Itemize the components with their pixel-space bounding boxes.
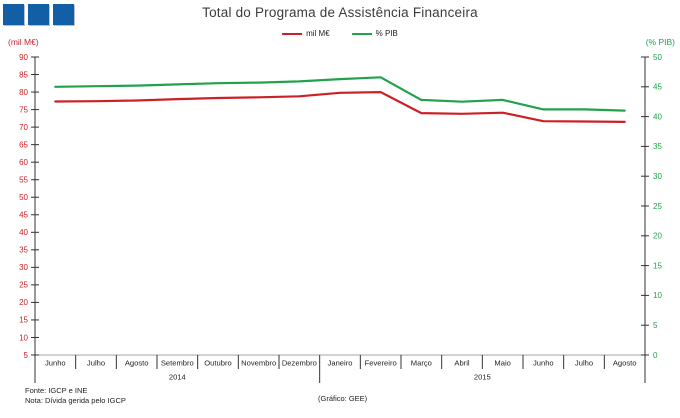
left-axis-tick-label: 40 [19,228,28,237]
left-axis-tick-label: 5 [24,351,29,360]
x-axis-month-label: Junho [533,359,554,368]
legend-label: % PIB [375,29,398,38]
x-axis-month-label: Janeiro [328,359,353,368]
x-axis-month-label: Novembro [241,359,276,368]
left-axis-tick-label: 20 [19,298,28,307]
left-axis-tick-label: 60 [19,158,28,167]
left-axis-tick-label: 70 [19,123,28,132]
left-axis-tick-label: 45 [19,211,28,220]
note-text: Nota: Dívida gerida pelo IGCP [25,396,126,405]
left-axis-tick-label: 55 [19,176,28,185]
right-axis-tick-label: 25 [653,202,662,211]
left-axis-tick-label: 85 [19,70,28,79]
x-axis-month-label: Março [411,359,432,368]
red-line-swatch-icon [282,32,303,35]
x-axis-month-label: Julho [575,359,593,368]
data-line-pib [54,76,626,112]
x-axis-month-label: Abril [454,359,470,368]
right-axis-tick-label: 0 [653,351,658,360]
left-axis-tick-label: 15 [19,316,28,325]
x-axis-month-label: Junho [45,359,66,368]
left-axis-tick-label: 25 [19,281,28,290]
x-axis-month-label: Agosto [613,359,637,368]
x-axis-year-label: 2014 [169,373,186,382]
logo-square-icon [28,4,49,25]
source-note: Fonte: IGCP e INE [25,386,88,395]
left-axis-tick-label: 30 [19,263,28,272]
chart-credit-note: (Gráfico: GEE) [318,394,368,403]
data-line-mil-me [54,90,626,124]
left-axis-tick-label: 50 [19,193,28,202]
legend-item-pib: % PIB [351,29,398,38]
x-axis-month-label: Setembro [161,359,194,368]
right-axis-unit-label: (% PIB) [645,37,675,47]
right-axis-tick-label: 10 [653,291,662,300]
right-axis-tick-label: 30 [653,172,662,181]
green-line-swatch-icon [351,32,372,35]
right-axis-tick-label: 5 [653,321,658,330]
left-axis-unit-label: (mil M€) [8,37,39,47]
left-axis-tick-label: 10 [19,333,28,342]
right-axis-tick-label: 20 [653,232,662,241]
left-axis-tick-label: 35 [19,246,28,255]
x-axis-year-label: 2015 [474,373,491,382]
legend-label: mil M€ [306,29,330,38]
x-axis-month-label: Julho [87,359,105,368]
left-axis-tick-label: 80 [19,88,28,97]
x-axis-month-label: Fevereiro [365,359,397,368]
right-axis-tick-label: 15 [653,261,662,270]
left-axis-tick-label: 75 [19,105,28,114]
logo-square-icon [3,4,24,25]
chart-title: Total do Programa de Assistência Finance… [202,5,478,20]
right-axis-tick-label: 45 [653,83,662,92]
legend-item-mil-me: mil M€ [282,29,330,38]
left-axis-tick-label: 90 [19,53,28,62]
right-axis-tick-label: 50 [653,53,662,62]
three-blue-squares-logo [3,4,74,25]
logo-square-icon [53,4,74,25]
x-axis-month-label: Maio [494,359,510,368]
chart-legend: mil M€ % PIB [282,29,398,38]
x-axis-month-label: Agosto [125,359,149,368]
right-axis-tick-label: 35 [653,142,662,151]
x-axis-month-label: Dezembro [282,359,317,368]
left-axis-tick-label: 65 [19,140,28,149]
right-axis-tick-label: 40 [653,112,662,121]
x-axis-month-label: Outubro [204,359,231,368]
